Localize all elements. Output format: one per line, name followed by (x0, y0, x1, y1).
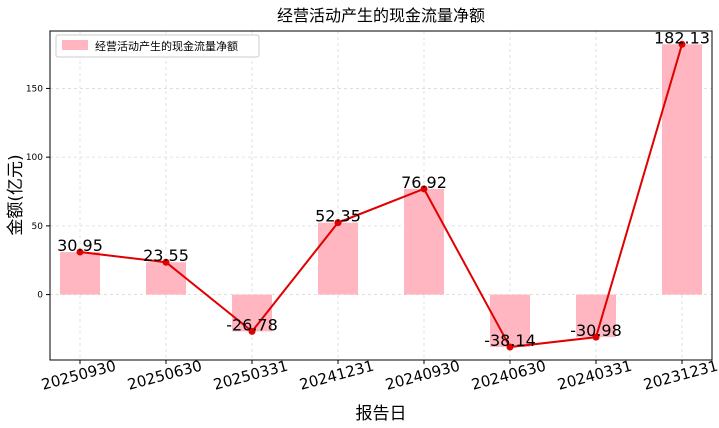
y-axis-label: 金额(亿元) (6, 154, 26, 235)
y-tick-label: 100 (26, 153, 43, 163)
x-tick-label: 20250630 (125, 357, 203, 394)
data-label: -26.78 (226, 315, 278, 334)
series-line (79, 44, 683, 349)
legend: 经营活动产生的现金流量净额 (55, 34, 260, 58)
line-point (592, 333, 600, 341)
bar (662, 44, 702, 295)
data-label: 30.95 (57, 236, 103, 255)
data-label: 76.92 (401, 173, 447, 192)
y-tick-label: 150 (26, 84, 43, 94)
data-label: 182.13 (654, 28, 710, 47)
plot-frame (49, 30, 713, 361)
legend-label: 经营活动产生的现金流量净额 (95, 39, 238, 53)
line-point (334, 219, 342, 227)
line-point (420, 185, 428, 193)
y-tick-label: 0 (37, 291, 43, 301)
x-tick-label: 20250930 (39, 357, 117, 394)
legend-swatch (62, 40, 88, 50)
line-series (76, 40, 686, 351)
line-point (678, 40, 686, 48)
line-point (162, 258, 170, 266)
data-label: 52.35 (315, 207, 361, 226)
x-tick-label: 20231231 (641, 357, 719, 394)
data-label: 23.55 (143, 246, 189, 265)
y-tick-label: 50 (32, 222, 44, 232)
y-axis-ticks: 0 50 100 150 (26, 84, 50, 301)
grid (50, 31, 712, 360)
bar (146, 262, 186, 295)
data-label: -38.14 (484, 331, 536, 350)
line-point (248, 327, 256, 335)
x-tick-label: 20240930 (383, 357, 461, 394)
x-axis-label: 报告日 (356, 404, 407, 424)
line-point (76, 248, 84, 256)
x-tick-label: 20250331 (211, 357, 289, 394)
x-tick-label: 20240630 (469, 357, 547, 394)
bar (404, 188, 444, 295)
bar (576, 294, 616, 338)
chart-title: 经营活动产生的现金流量净额 (277, 6, 485, 25)
line-point (506, 343, 514, 351)
x-axis-ticks: 20250930 20250630 20250331 20241231 20240930… (39, 357, 719, 394)
bar (318, 222, 358, 295)
x-tick-label: 20241231 (297, 357, 375, 394)
bars (60, 44, 702, 347)
legend-box (55, 34, 260, 58)
bar (60, 252, 100, 295)
x-tick-label: 20240331 (555, 357, 633, 394)
data-labels: 30.95 23.55 -26.78 52.35 76.92 -38.14 -30.98 18… (57, 28, 710, 350)
data-label: -30.98 (570, 321, 622, 340)
